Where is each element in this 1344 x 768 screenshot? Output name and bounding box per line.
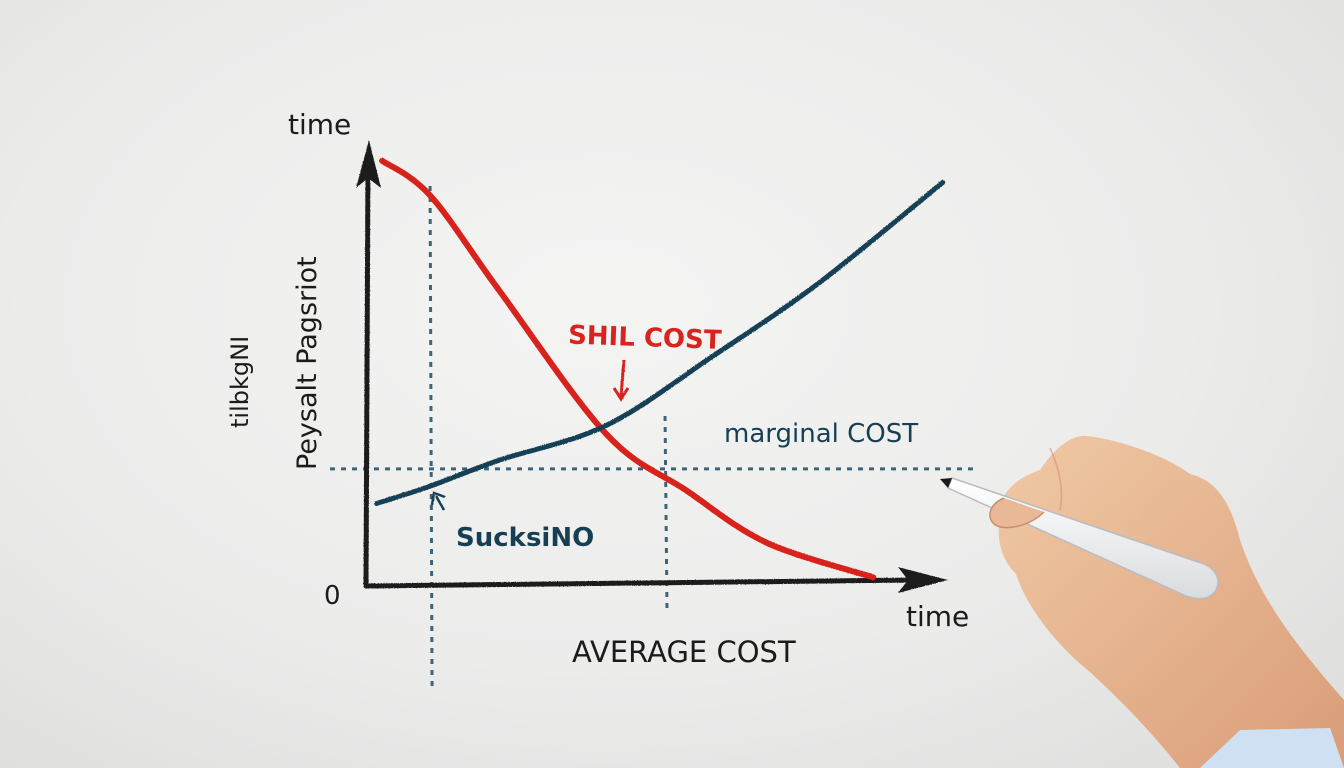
average-cost-caption: AVERAGE COST	[572, 635, 796, 669]
series-curves	[374, 157, 946, 581]
x-axis-label: time	[906, 600, 969, 633]
origin-label: 0	[324, 581, 341, 611]
shil-cost-arrow	[619, 359, 626, 397]
labels: time time 0 Peysalt Pagsriot tilbkgNI SH…	[226, 108, 969, 669]
sucksino-arrow	[434, 495, 446, 511]
y-axis	[363, 157, 371, 589]
y-axis-label: time	[288, 108, 351, 141]
y-axis-arrowhead	[356, 140, 381, 188]
series-line-marginal-cost	[374, 179, 946, 507]
vertical-guide-line-1	[428, 185, 434, 693]
sucksino-arrowhead	[430, 491, 446, 506]
hand-with-marker-icon	[940, 435, 1344, 768]
shil-cost-label: SHIL COST	[568, 320, 723, 355]
axes	[356, 140, 948, 593]
shil-cost-arrowhead	[612, 387, 630, 402]
side-label-1: Peysalt Pagsriot	[292, 256, 323, 470]
sucksino-label: SucksiNO	[456, 523, 594, 553]
x-axis	[363, 577, 921, 589]
marginal-cost-label: marginal COST	[724, 419, 918, 449]
side-label-2: tilbkgNI	[226, 336, 254, 428]
x-axis-arrowhead	[898, 567, 948, 593]
annotation-arrows	[430, 359, 630, 511]
series-line-shil-cost	[379, 157, 877, 581]
